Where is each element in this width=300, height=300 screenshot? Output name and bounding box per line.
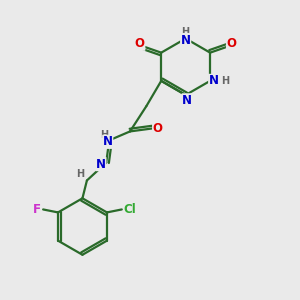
Text: O: O xyxy=(226,37,236,50)
Text: H: H xyxy=(100,130,108,140)
Text: H: H xyxy=(221,76,230,86)
Text: N: N xyxy=(103,135,113,148)
Text: O: O xyxy=(153,122,163,135)
Text: N: N xyxy=(209,74,219,87)
Text: F: F xyxy=(33,203,41,216)
Text: Cl: Cl xyxy=(124,203,136,216)
Text: H: H xyxy=(76,169,84,179)
Text: N: N xyxy=(96,158,106,171)
Text: H: H xyxy=(182,27,190,37)
Text: N: N xyxy=(182,94,192,107)
Text: O: O xyxy=(135,37,145,50)
Text: N: N xyxy=(181,34,191,46)
